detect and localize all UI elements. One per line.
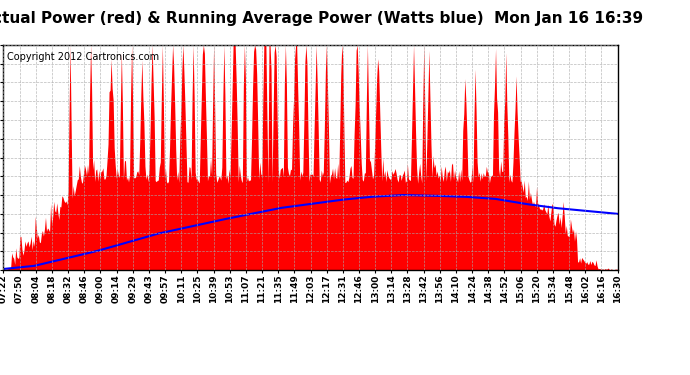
Text: West Array Actual Power (red) & Running Average Power (Watts blue)  Mon Jan 16 1: West Array Actual Power (red) & Running … (0, 11, 643, 26)
Text: Copyright 2012 Cartronics.com: Copyright 2012 Cartronics.com (6, 52, 159, 62)
